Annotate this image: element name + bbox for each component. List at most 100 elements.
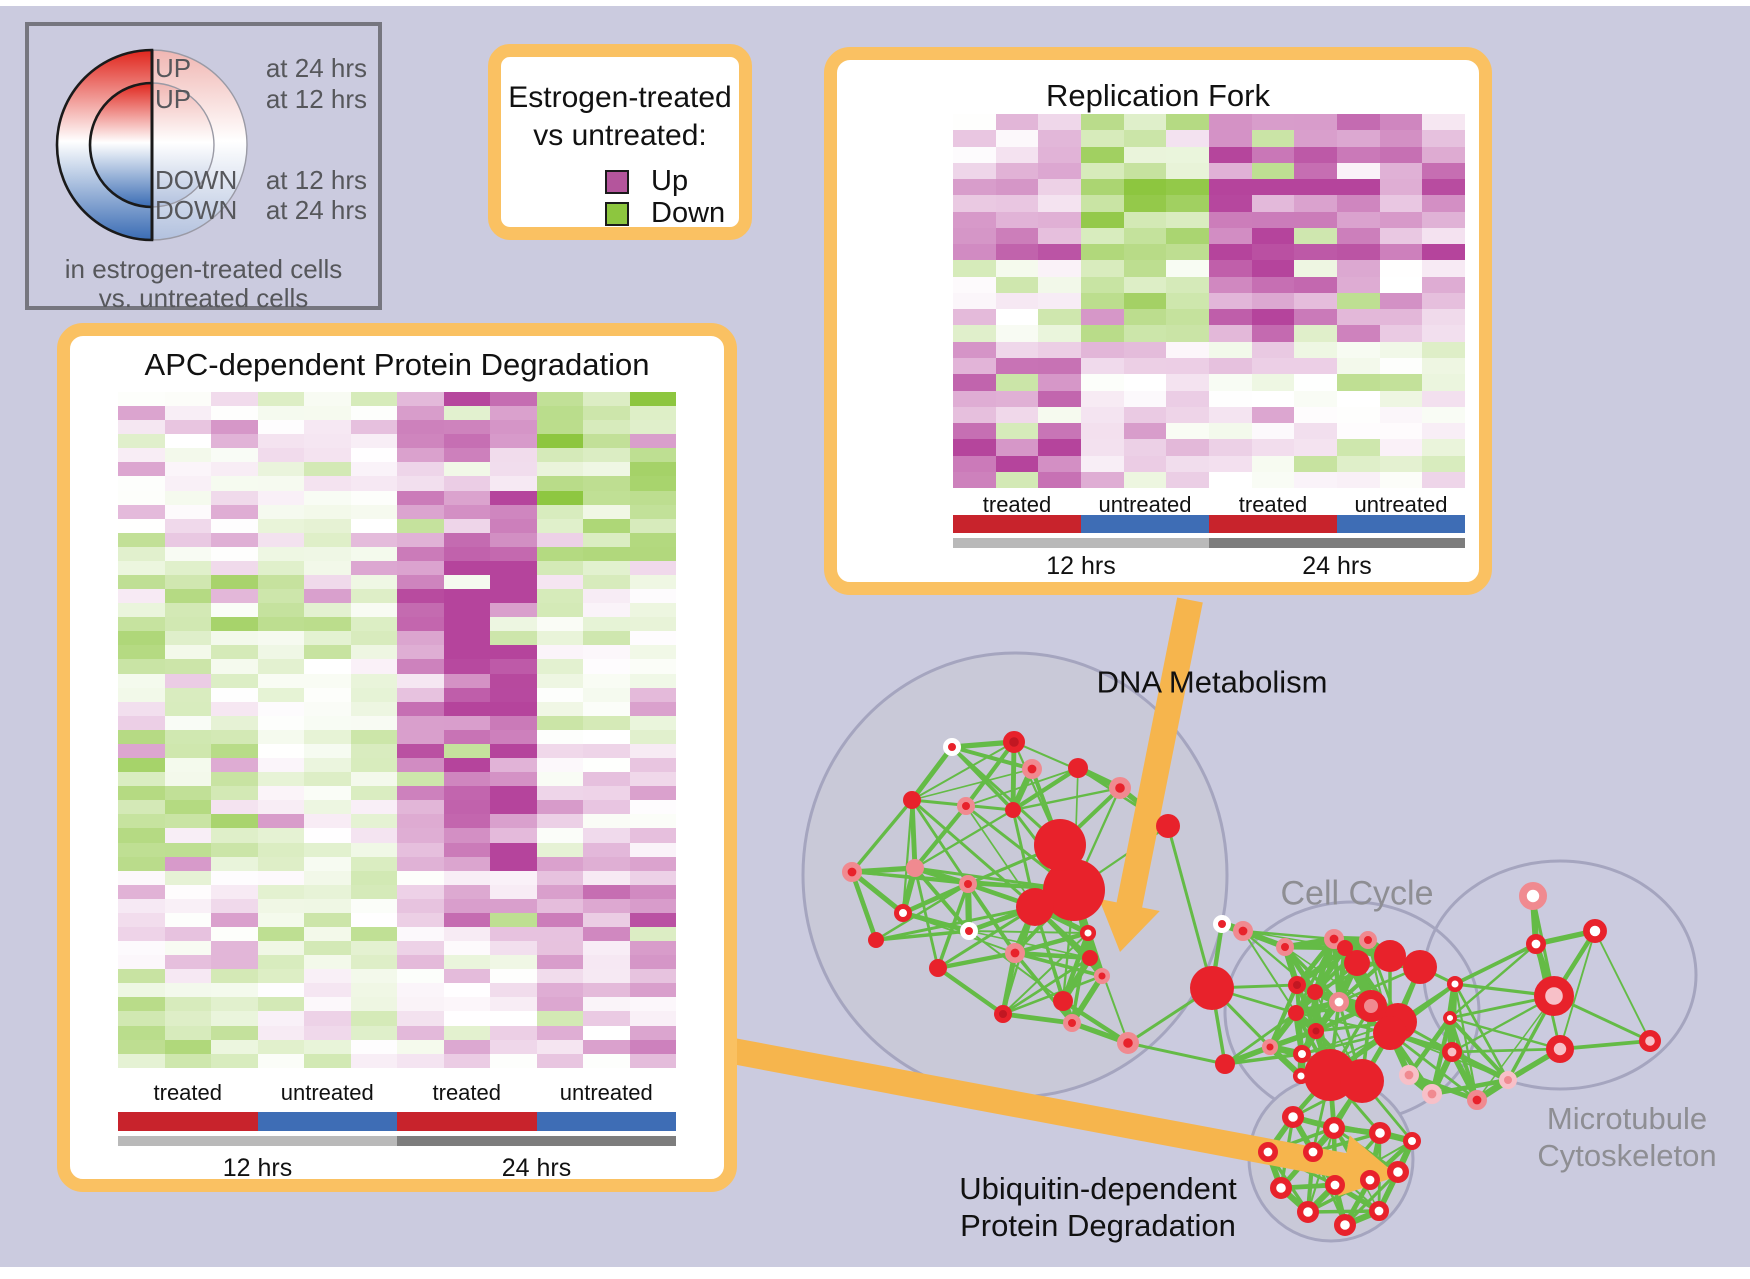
heatmap-cell: [1123, 211, 1167, 228]
bar-24hrs-segment: [1209, 538, 1465, 548]
heatmap-cell: [164, 434, 211, 449]
heatmap-cell: [490, 842, 537, 857]
heatmap-cell: [1294, 114, 1338, 131]
group-label: treated: [1238, 492, 1308, 517]
heatmap-cell: [1081, 374, 1124, 391]
heatmap-cell: [1081, 423, 1124, 440]
heatmap-cell: [1166, 244, 1210, 261]
heatmap-cell: [211, 420, 258, 435]
heatmap-cell: [257, 898, 304, 913]
heatmap-cell: [211, 715, 258, 730]
heatmap-cell: [583, 532, 630, 547]
heatmap-cell: [304, 772, 351, 787]
heatmap-cell: [304, 1025, 351, 1040]
heatmap-cell: [1337, 325, 1380, 342]
treated-bar-segment: [953, 515, 1081, 533]
heatmap-cell: [536, 392, 583, 407]
rf-condition-labels: treated untreated treated untreated: [953, 492, 1465, 518]
network-node: [906, 859, 924, 877]
heatmap-cell: [1209, 244, 1252, 261]
network-node: [1443, 1011, 1457, 1025]
heatmap-cell: [536, 1011, 583, 1026]
heatmap-cell: [164, 941, 211, 956]
heatmap-cell: [1294, 406, 1338, 424]
heatmap-cell: [443, 715, 490, 730]
heatmap-cell: [953, 406, 996, 424]
network-edge: [914, 809, 1014, 869]
time-label-24hrs: 24 hrs: [1302, 552, 1372, 580]
direction-label: UP: [155, 53, 192, 83]
heatmap-row: [118, 462, 676, 477]
heatmap-cell: [443, 645, 490, 660]
heatmap-cell: [397, 448, 444, 463]
heatmap-cell: [443, 589, 490, 604]
heatmap-cell: [490, 645, 537, 660]
network-node: [1368, 1121, 1391, 1144]
network-node: [1303, 1142, 1324, 1163]
heatmap-cell: [490, 758, 537, 773]
heatmap-cell: [211, 898, 258, 913]
network-edge: [1012, 786, 1121, 812]
heatmap-cell: [490, 828, 537, 843]
heatmap-cell: [118, 842, 165, 857]
heatmap-cell: [257, 743, 304, 759]
heatmap-cell: [1166, 211, 1210, 228]
heatmap-cell: [164, 673, 211, 688]
heatmap-cell: [1038, 162, 1082, 180]
heatmap-cell: [1294, 162, 1338, 180]
heatmap-cell: [629, 1039, 676, 1054]
network-node: [1156, 814, 1180, 838]
heatmap-row: [953, 276, 1466, 293]
network-edge: [1451, 1047, 1561, 1054]
heatmap-cell: [211, 546, 258, 561]
heatmap-cell: [1038, 130, 1082, 147]
heatmap-cell: [490, 1039, 537, 1054]
heatmap-cell: [164, 603, 211, 618]
network-node: [1533, 975, 1574, 1016]
heatmap-cell: [1251, 471, 1295, 489]
heatmap-cell: [211, 1011, 258, 1026]
heatmap-cell: [164, 772, 211, 787]
heatmap-cell: [118, 912, 165, 927]
heatmap-cell: [211, 1025, 258, 1040]
heatmap-row: [118, 743, 676, 759]
heatmap-cell: [118, 392, 165, 407]
heatmap-cell: [583, 870, 630, 885]
heatmap-cell: [211, 617, 258, 632]
heatmap-cell: [257, 983, 304, 998]
heatmap-cell: [397, 828, 444, 843]
heatmap-cell: [1209, 309, 1252, 326]
heatmap-cell: [350, 758, 397, 773]
network-edge: [1476, 995, 1555, 1101]
heatmap-cell: [995, 114, 1039, 131]
heatmap-cell: [1422, 292, 1466, 310]
heatmap-cell: [164, 1011, 211, 1026]
heatmap-cell: [1038, 439, 1082, 456]
heatmap-cell: [1081, 292, 1124, 310]
heatmap-cell: [397, 490, 444, 505]
heatmap-cell: [583, 518, 630, 533]
heatmap-cell: [629, 1053, 676, 1068]
time-label-12hrs: 12 hrs: [222, 1154, 293, 1182]
network-edge: [850, 798, 914, 874]
network-node: [960, 922, 978, 940]
heatmap-cell: [1337, 260, 1380, 277]
heatmap-cell: [397, 504, 444, 519]
heatmap-cell: [536, 420, 583, 435]
heatmap-cell: [397, 814, 444, 829]
heatmap-cell: [1166, 260, 1210, 277]
heatmap-cell: [1209, 179, 1252, 196]
heatmap-cell: [211, 758, 258, 773]
heatmap-cell: [629, 490, 676, 505]
heatmap-cell: [304, 518, 351, 533]
heatmap-cell: [583, 617, 630, 632]
heatmap-cell: [1038, 227, 1082, 245]
heatmap-cell: [536, 884, 583, 899]
heatmap-cell: [118, 870, 165, 885]
network-edge: [1000, 952, 1018, 1015]
network-node: [1063, 1014, 1081, 1032]
heatmap-cell: [443, 743, 490, 759]
heatmap-row: [118, 926, 676, 942]
heatmap-cell: [350, 786, 397, 801]
heatmap-cell: [350, 392, 397, 407]
